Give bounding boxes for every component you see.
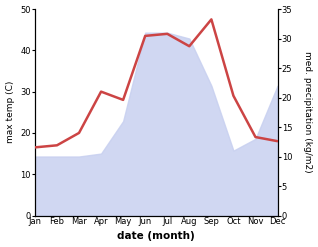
X-axis label: date (month): date (month) — [117, 231, 195, 242]
Y-axis label: max temp (C): max temp (C) — [5, 81, 15, 144]
Y-axis label: med. precipitation (kg/m2): med. precipitation (kg/m2) — [303, 51, 313, 173]
